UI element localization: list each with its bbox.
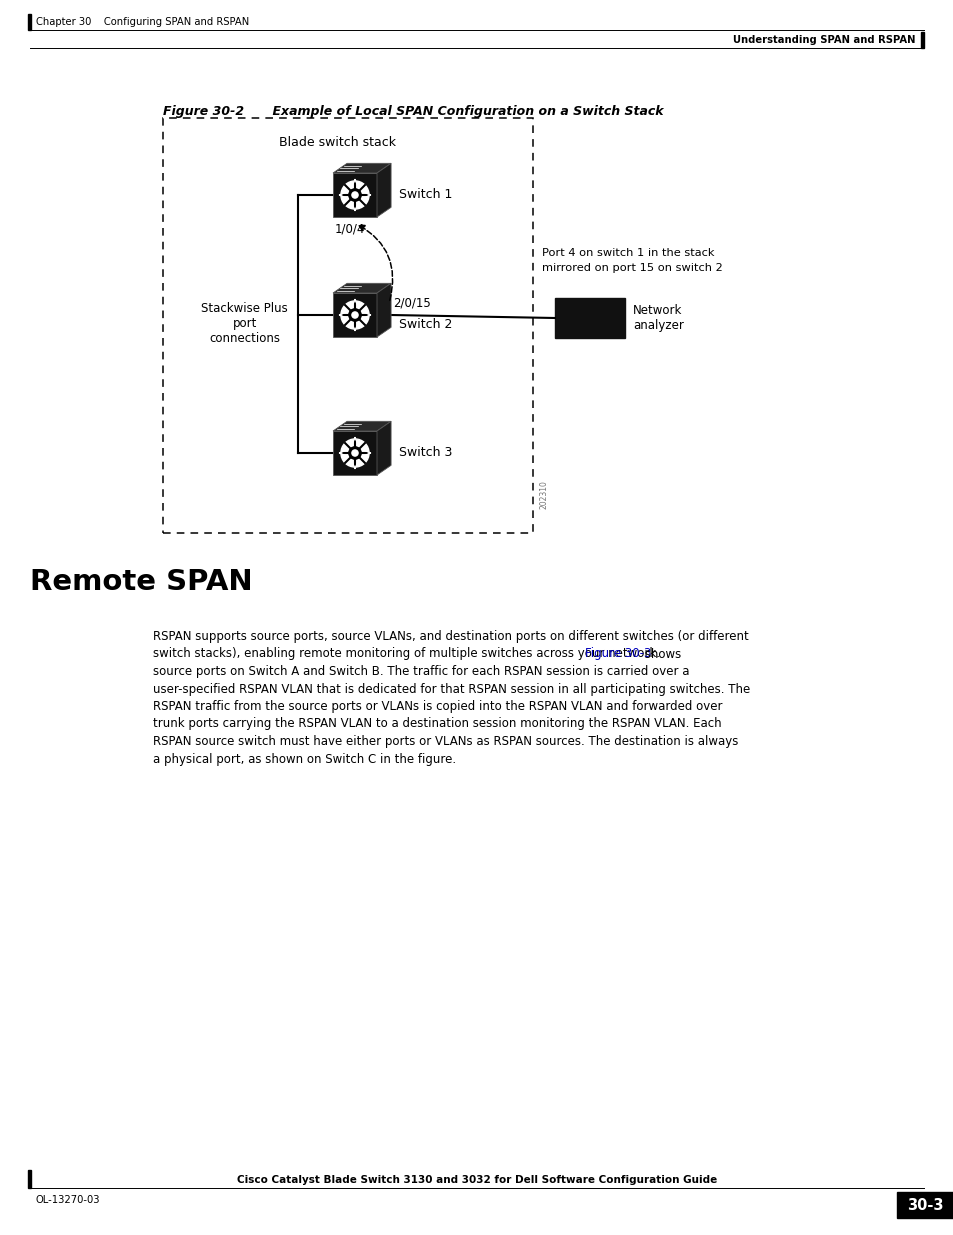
Text: RSPAN traffic from the source ports or VLANs is copied into the RSPAN VLAN and f: RSPAN traffic from the source ports or V… [152,700,721,713]
FancyArrowPatch shape [358,225,393,300]
Polygon shape [333,421,391,431]
Text: shows: shows [640,647,680,661]
Bar [920,32,923,48]
Text: RSPAN source switch must have either ports or VLANs as RSPAN sources. The destin: RSPAN source switch must have either por… [152,735,738,748]
Circle shape [352,312,357,319]
Text: Switch 2: Switch 2 [398,319,452,331]
Text: Remote SPAN: Remote SPAN [30,568,253,597]
Polygon shape [333,283,391,293]
Text: Figure 30-3: Figure 30-3 [584,647,651,661]
Text: a physical port, as shown on Switch C in the figure.: a physical port, as shown on Switch C in… [152,752,456,766]
Circle shape [340,301,369,329]
Polygon shape [333,163,391,173]
Text: user-specified RSPAN VLAN that is dedicated for that RSPAN session in all partic: user-specified RSPAN VLAN that is dedica… [152,683,749,695]
Text: Figure 30-2: Figure 30-2 [163,105,244,119]
Text: 1/0/4: 1/0/4 [335,224,365,236]
Polygon shape [333,431,376,475]
Circle shape [352,191,357,198]
Polygon shape [333,293,376,337]
Circle shape [349,309,361,321]
Polygon shape [333,173,376,217]
Text: 202310: 202310 [539,480,548,509]
Polygon shape [376,283,391,337]
Text: Switch 3: Switch 3 [398,447,452,459]
Text: 2/0/15: 2/0/15 [393,296,431,310]
Circle shape [352,450,357,456]
Circle shape [340,180,369,209]
Circle shape [340,438,369,467]
Text: Network
analyzer: Network analyzer [633,304,683,332]
Text: Switch 1: Switch 1 [398,189,452,201]
Bar [28,1170,30,1188]
Text: Port 4 on switch 1 in the stack: Port 4 on switch 1 in the stack [541,248,714,258]
Text: OL-13270-03: OL-13270-03 [36,1195,100,1205]
Polygon shape [376,421,391,475]
Text: trunk ports carrying the RSPAN VLAN to a destination session monitoring the RSPA: trunk ports carrying the RSPAN VLAN to a… [152,718,720,730]
Bar [163,119,533,534]
Bar [896,1192,952,1218]
Text: Stackwise Plus
port
connections: Stackwise Plus port connections [201,303,288,346]
Bar [555,298,624,338]
Circle shape [349,447,361,459]
Bar [28,14,30,30]
Text: Cisco Catalyst Blade Switch 3130 and 3032 for Dell Software Configuration Guide: Cisco Catalyst Blade Switch 3130 and 303… [236,1174,717,1186]
Polygon shape [376,163,391,217]
Text: Blade switch stack: Blade switch stack [279,136,396,149]
Text: mirrored on port 15 on switch 2: mirrored on port 15 on switch 2 [541,263,722,273]
Text: Understanding SPAN and RSPAN: Understanding SPAN and RSPAN [733,35,915,44]
Text: Example of Local SPAN Configuration on a Switch Stack: Example of Local SPAN Configuration on a… [254,105,663,119]
Text: 30-3: 30-3 [905,1198,943,1213]
Text: source ports on Switch A and Switch B. The traffic for each RSPAN session is car: source ports on Switch A and Switch B. T… [152,664,689,678]
Circle shape [349,189,361,201]
Text: RSPAN supports source ports, source VLANs, and destination ports on different sw: RSPAN supports source ports, source VLAN… [152,630,748,643]
Text: switch stacks), enabling remote monitoring of multiple switches across your netw: switch stacks), enabling remote monitori… [152,647,663,661]
Text: Chapter 30    Configuring SPAN and RSPAN: Chapter 30 Configuring SPAN and RSPAN [36,17,249,27]
